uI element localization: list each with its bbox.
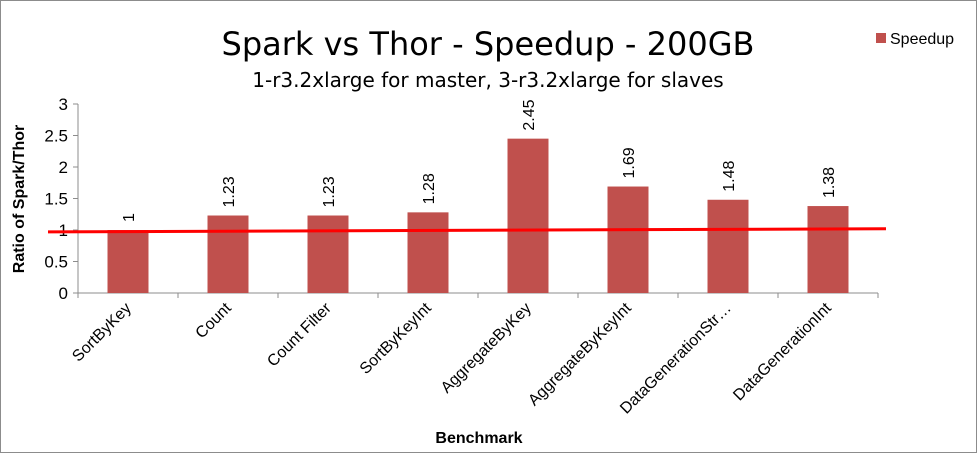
y-axis-title: Ratio of Spark/Thor [11, 125, 28, 273]
data-label-7: 1.48 [721, 161, 738, 192]
bar-1 [107, 230, 149, 293]
plot-area: 00.511.522.531SortByKey1.23Count1.23Coun… [44, 95, 887, 418]
y-tick-label: 2 [59, 158, 68, 177]
data-label-8: 1.38 [821, 167, 838, 198]
x-axis-title: Benchmark [435, 430, 522, 447]
legend: Speedup [876, 31, 954, 48]
bar-3 [307, 215, 349, 293]
data-label-2: 1.23 [221, 176, 238, 207]
y-tick-label: 0 [59, 284, 68, 303]
y-tick-label: 0.5 [44, 253, 68, 272]
bar-6 [607, 186, 649, 293]
x-tick-label: AggregateByKey [438, 300, 535, 397]
chart-subtitle: 1-r3.2xlarge for master, 3-r3.2xlarge fo… [252, 68, 723, 92]
bar-8 [807, 206, 849, 293]
bar-7 [707, 199, 749, 293]
legend-label-speedup: Speedup [890, 31, 954, 48]
bar-4 [407, 212, 449, 293]
bar-5 [507, 138, 549, 293]
bar-2 [207, 215, 249, 293]
x-tick-label: DataGenerationStr… [617, 300, 735, 418]
data-label-5: 2.45 [521, 99, 538, 130]
y-tick-label: 3 [59, 95, 68, 114]
x-tick-label: DataGenerationInt [730, 299, 835, 404]
legend-swatch-speedup [876, 33, 886, 43]
x-tick-label: AggregateByKeyInt [525, 299, 635, 409]
x-tick-label: SortByKey [69, 300, 134, 365]
data-label-6: 1.69 [621, 147, 638, 178]
x-tick-label: SortByKeyInt [357, 299, 435, 377]
chart-title: Spark vs Thor - Speedup - 200GB [222, 25, 755, 63]
x-tick-label: Count Filter [264, 299, 335, 370]
data-label-1: 1 [121, 213, 138, 222]
x-tick-label: Count [193, 299, 236, 342]
reference-line [47, 227, 887, 234]
y-tick-label: 1.5 [44, 190, 68, 209]
data-label-3: 1.23 [321, 176, 338, 207]
data-label-4: 1.28 [421, 173, 438, 204]
y-tick-label: 2.5 [44, 127, 68, 146]
